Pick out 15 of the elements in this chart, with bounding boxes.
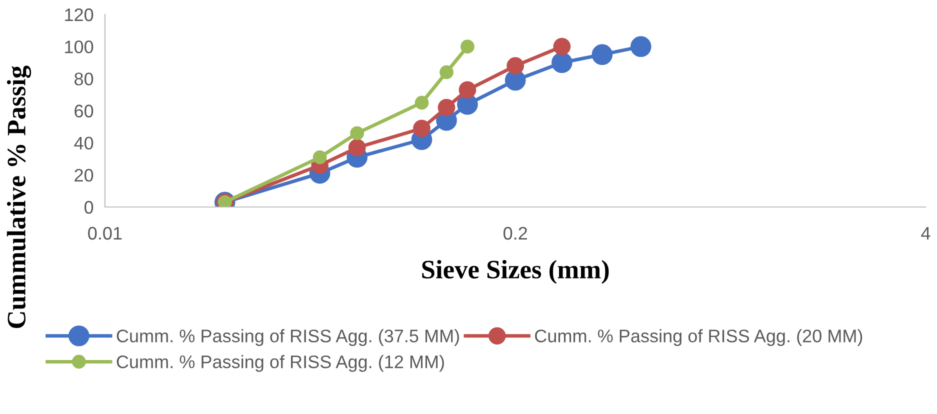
y-tick-label: 40	[74, 136, 94, 150]
legend-label: Cumm. % Passing of RISS Agg. (37.5 MM)	[116, 329, 459, 346]
legend-label: Cumm. % Passing of RISS Agg. (20 MM)	[535, 329, 862, 346]
y-tick-label: 120	[65, 8, 94, 22]
y-tick-label: 60	[74, 104, 94, 118]
y-tick-label: 100	[65, 40, 94, 54]
x-tick-label: 4	[921, 227, 930, 240]
y-axis-title: Cummulative % Passig	[6, 66, 32, 328]
y-tick-label: 20	[74, 168, 94, 182]
y-tick-label: 80	[74, 72, 94, 86]
y-tick-label: 0	[84, 200, 94, 214]
x-tick-label: 0.01	[88, 226, 122, 240]
legend-label: Cumm. % Passing of RISS Agg. (12 MM)	[116, 354, 444, 372]
x-axis-title: Sieve Sizes (mm)	[422, 260, 609, 284]
x-tick-label: 0.2	[504, 226, 527, 240]
